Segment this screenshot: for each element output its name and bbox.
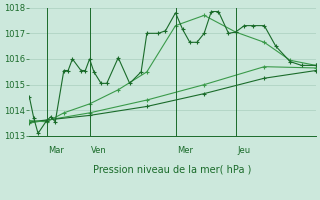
Text: Ven: Ven xyxy=(91,146,107,155)
Text: Jeu: Jeu xyxy=(237,146,250,155)
Text: Mar: Mar xyxy=(48,146,64,155)
Text: Pression niveau de la mer( hPa ): Pression niveau de la mer( hPa ) xyxy=(93,164,252,174)
Text: Mer: Mer xyxy=(177,146,193,155)
